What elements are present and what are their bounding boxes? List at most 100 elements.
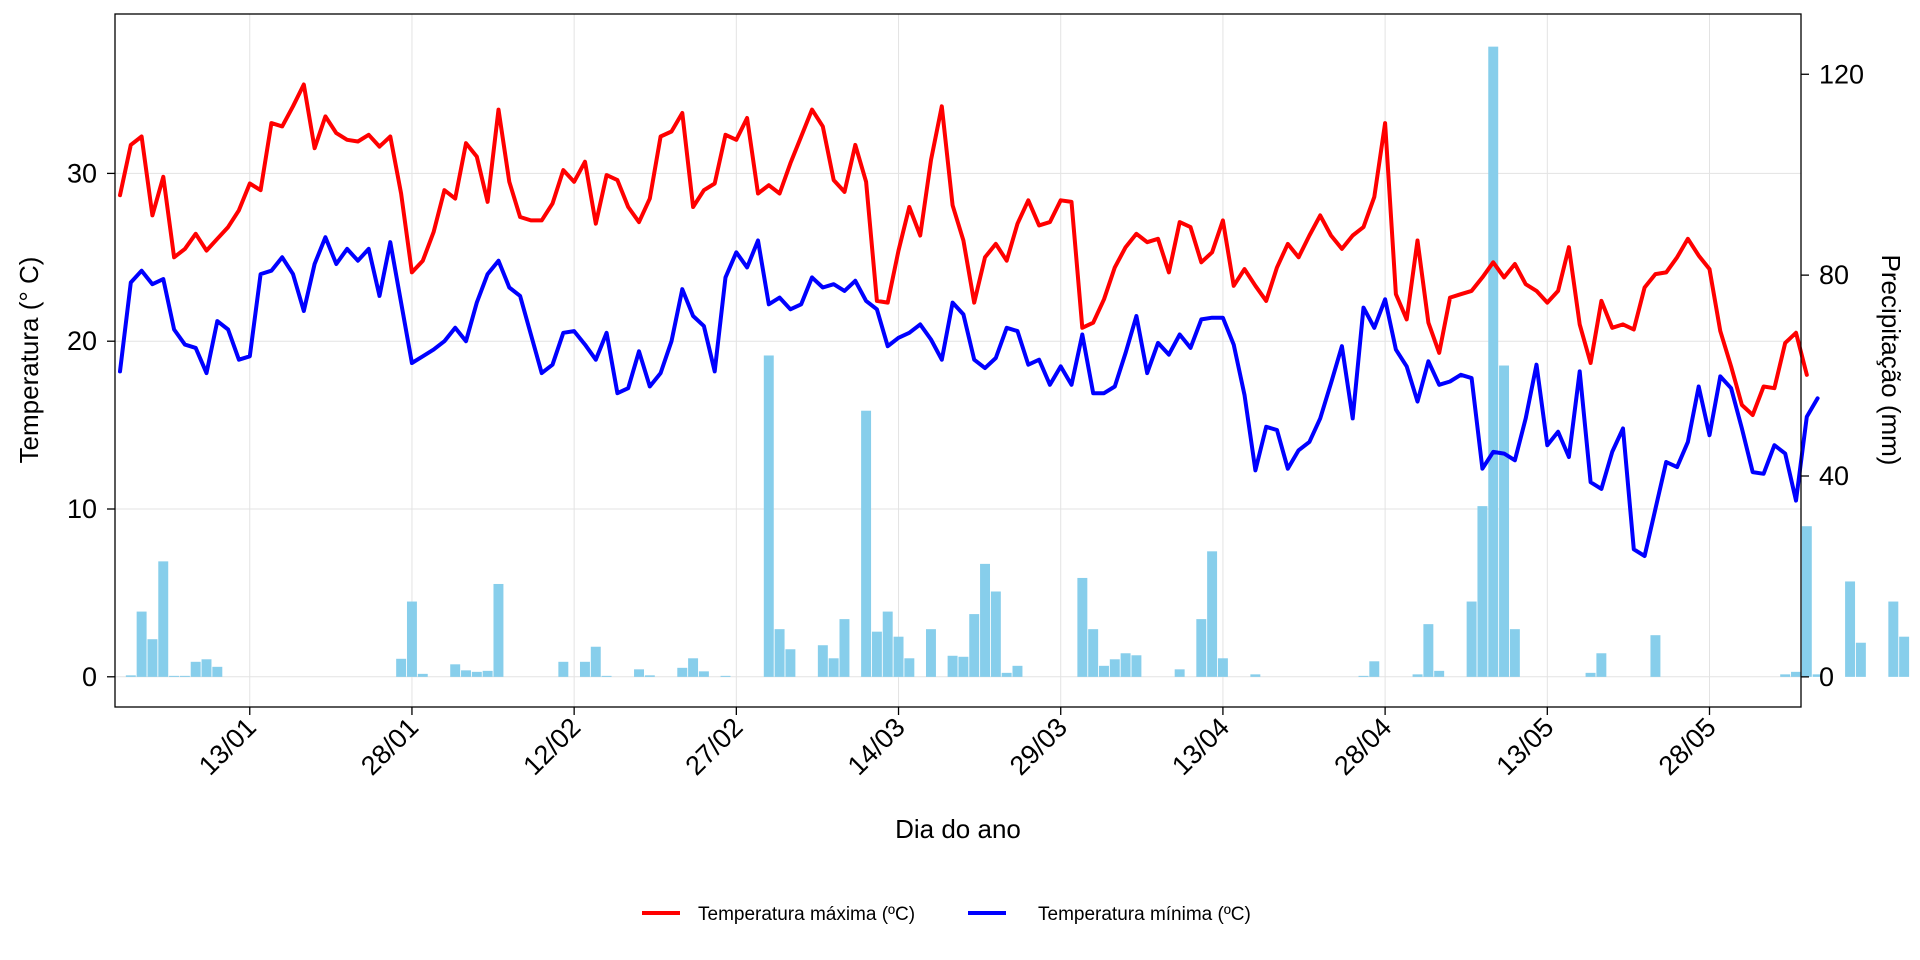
precipitation-bars bbox=[125, 46, 1910, 677]
precipitation-bar bbox=[1488, 46, 1499, 677]
precipitation-bar bbox=[1466, 601, 1477, 677]
precipitation-bar bbox=[969, 614, 980, 677]
precipitation-bar bbox=[1801, 526, 1812, 677]
precipitation-bar bbox=[579, 661, 590, 677]
precipitation-bar bbox=[1855, 642, 1866, 677]
precipitation-bar bbox=[1088, 629, 1099, 677]
precipitation-bar bbox=[482, 670, 493, 677]
precipitation-bar bbox=[980, 563, 991, 677]
precipitation-bar bbox=[1585, 672, 1596, 677]
precipitation-bar bbox=[406, 601, 417, 677]
precipitation-bar bbox=[720, 675, 731, 677]
precipitation-bar bbox=[698, 671, 709, 677]
precipitation-bar bbox=[125, 675, 136, 677]
precipitation-bar bbox=[1477, 506, 1488, 677]
x-axis-label: Dia do ano bbox=[895, 814, 1021, 844]
precipitation-bar bbox=[1791, 671, 1801, 677]
precipitation-bar bbox=[190, 661, 201, 677]
precipitation-bar bbox=[417, 673, 428, 677]
precipitation-bar bbox=[871, 631, 882, 677]
series-line-tmin bbox=[118, 235, 1820, 558]
precipitation-bar bbox=[1845, 581, 1856, 677]
precipitation-bar bbox=[1012, 665, 1023, 677]
precipitation-bar bbox=[1207, 551, 1218, 677]
precipitation-bar bbox=[461, 670, 471, 677]
temperature-lines bbox=[118, 82, 1820, 558]
precipitation-bar bbox=[1423, 624, 1434, 677]
precipitation-bar bbox=[925, 629, 936, 677]
grid-lines bbox=[115, 14, 1801, 707]
precipitation-bar bbox=[147, 639, 158, 677]
precipitation-bar bbox=[1196, 619, 1207, 677]
precipitation-bar bbox=[1509, 629, 1520, 677]
precipitation-bar bbox=[493, 583, 504, 677]
precipitation-bar bbox=[677, 667, 688, 677]
precipitation-bar bbox=[558, 661, 569, 677]
legend-label-tmin: Temperatura mínima (ºC) bbox=[1038, 904, 1251, 925]
precipitation-bar bbox=[1120, 653, 1131, 677]
precipitation-bar bbox=[1812, 674, 1823, 677]
precipitation-bar bbox=[828, 658, 839, 677]
precipitation-bar bbox=[882, 611, 893, 677]
precipitation-bar bbox=[1499, 365, 1510, 677]
precipitation-bar bbox=[785, 649, 796, 677]
precipitation-bar bbox=[212, 666, 223, 677]
plot-border bbox=[114, 13, 1802, 708]
precipitation-bar bbox=[1434, 670, 1445, 677]
precipitation-bar bbox=[893, 636, 904, 677]
precipitation-bar bbox=[1412, 674, 1423, 677]
series-line-tmax bbox=[118, 82, 1809, 417]
y-left-tick-label: 10 bbox=[67, 494, 97, 524]
y-left-tick-label: 30 bbox=[67, 158, 97, 188]
precipitation-bar bbox=[169, 675, 180, 677]
precipitation-bar bbox=[1596, 653, 1607, 677]
precipitation-bar bbox=[396, 658, 407, 677]
precipitation-bar bbox=[1899, 636, 1910, 677]
legend: Temperatura máxima (ºC) Temperatura míni… bbox=[642, 904, 1251, 925]
precipitation-bar bbox=[958, 656, 969, 677]
precipitation-bar bbox=[590, 646, 601, 677]
precipitation-bar bbox=[1131, 655, 1142, 677]
precipitation-bar bbox=[839, 619, 850, 677]
precipitation-bar bbox=[158, 561, 169, 677]
precipitation-bar bbox=[471, 671, 482, 677]
precipitation-bar bbox=[1001, 672, 1012, 677]
precipitation-bar bbox=[1174, 669, 1185, 677]
y-right-tick-label: 80 bbox=[1819, 260, 1849, 290]
y-right-axis-label: Precipitação (mm) bbox=[1876, 255, 1906, 466]
precipitation-bar bbox=[1250, 674, 1261, 677]
precipitation-bar bbox=[1369, 661, 1380, 677]
y-right-tick-label: 40 bbox=[1819, 461, 1849, 491]
precipitation-bar bbox=[1109, 659, 1120, 677]
precipitation-bar bbox=[1099, 665, 1109, 677]
precipitation-bar bbox=[990, 591, 1001, 677]
precipitation-bar bbox=[136, 611, 147, 677]
precipitation-bar bbox=[1780, 674, 1791, 677]
precipitation-bar bbox=[1077, 577, 1088, 677]
precipitation-bar bbox=[861, 410, 872, 677]
y-right-tick-label: 120 bbox=[1819, 59, 1864, 89]
precipitation-bar bbox=[634, 669, 644, 677]
y-left-tick-label: 0 bbox=[82, 662, 97, 692]
precipitation-bar bbox=[1217, 658, 1228, 677]
precipitation-bar bbox=[688, 658, 699, 677]
precipitation-bar bbox=[601, 675, 612, 677]
precipitation-bar bbox=[904, 658, 915, 677]
legend-label-tmax: Temperatura máxima (ºC) bbox=[698, 904, 915, 925]
precipitation-bar bbox=[1888, 601, 1899, 677]
precipitation-bar bbox=[763, 355, 774, 677]
y-left-axis-label: Temperatura (° C) bbox=[14, 257, 44, 464]
precipitation-bar bbox=[644, 675, 655, 677]
y-right-tick-label: 0 bbox=[1819, 662, 1834, 692]
precipitation-bar bbox=[201, 659, 212, 677]
precipitation-bar bbox=[179, 675, 190, 677]
precipitation-bar bbox=[1650, 635, 1661, 677]
precipitation-bar bbox=[947, 655, 958, 677]
precipitation-bar bbox=[450, 664, 461, 677]
precipitation-bar bbox=[774, 629, 785, 677]
precipitation-bar bbox=[1358, 675, 1369, 677]
precipitation-bar bbox=[817, 645, 828, 677]
y-left-tick-label: 20 bbox=[67, 326, 97, 356]
